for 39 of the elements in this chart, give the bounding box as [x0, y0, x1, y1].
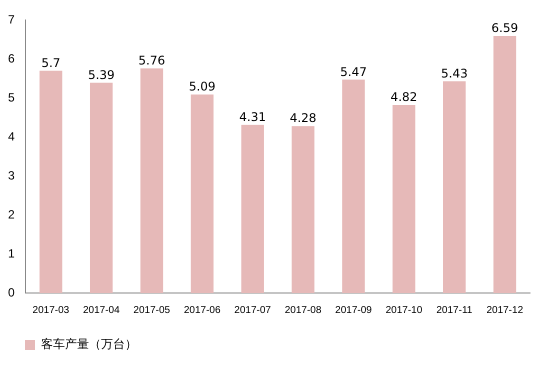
x-tick-label: 2017-12	[486, 304, 524, 316]
y-tick-label: 1	[8, 246, 15, 260]
data-label: 5.7	[41, 56, 60, 70]
legend-label: 客车产量（万台）	[41, 337, 137, 352]
x-tick-label: 2017-06	[184, 304, 221, 316]
bar	[140, 68, 164, 293]
bar	[292, 126, 314, 293]
x-tick-label: 2017-03	[32, 304, 70, 316]
x-tick-label: 2017-11	[436, 304, 473, 316]
y-tick-label: 0	[8, 285, 15, 300]
data-label: 5.76	[138, 53, 166, 68]
y-tick-label: 6	[8, 51, 15, 66]
data-label: 5.39	[88, 68, 115, 82]
bar	[493, 36, 516, 293]
x-tick-label: 2017-07	[234, 304, 272, 316]
x-tick-label: 2017-09	[335, 304, 372, 316]
y-tick-label: 5	[8, 90, 15, 104]
data-label: 6.59	[491, 21, 518, 36]
bar	[443, 81, 466, 293]
data-label: 5.09	[188, 80, 216, 94]
bar	[241, 124, 264, 293]
bar	[40, 70, 62, 293]
data-label: 5.43	[440, 66, 468, 80]
data-label: 5.47	[340, 64, 367, 79]
y-tick-label: 2	[8, 207, 15, 222]
data-label: 4.82	[390, 90, 418, 104]
bar	[342, 80, 365, 293]
x-tick-label: 2017-04	[82, 304, 120, 316]
x-tick-label: 2017-08	[284, 304, 322, 316]
data-label: 4.31	[239, 110, 266, 124]
bar	[190, 94, 214, 293]
y-tick-label: 4	[8, 129, 15, 144]
y-tick-label: 3	[8, 168, 15, 182]
x-tick-label: 2017-05	[133, 304, 171, 316]
x-tick-label: 2017-10	[386, 304, 423, 316]
bar	[392, 105, 416, 293]
y-tick-label: 7	[8, 12, 15, 26]
bar	[90, 82, 113, 293]
data-label: 4.28	[290, 111, 316, 126]
